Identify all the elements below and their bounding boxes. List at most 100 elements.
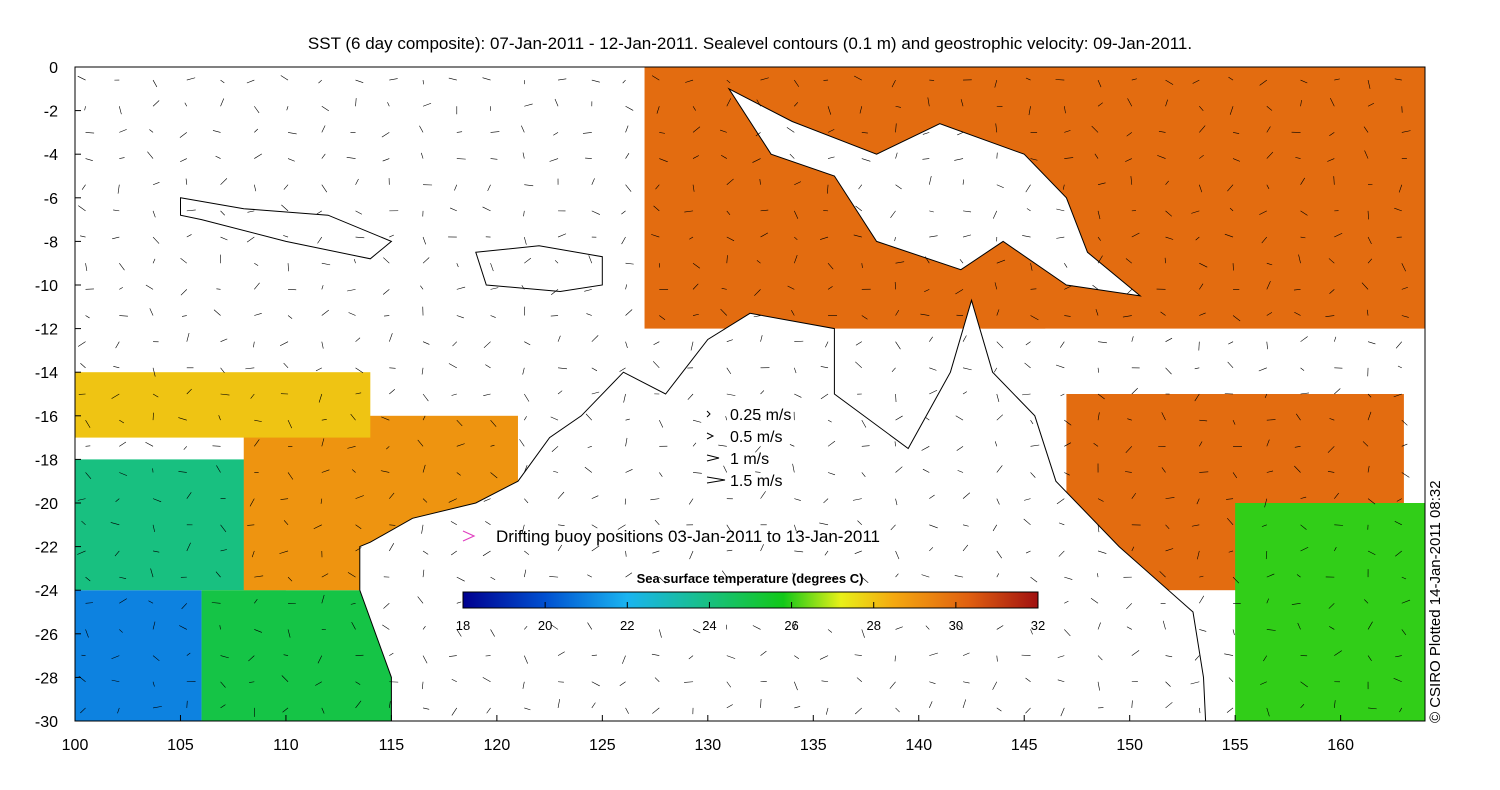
velocity-arrow (895, 309, 900, 316)
velocity-arrow (1199, 629, 1207, 632)
velocity-arrow (80, 707, 86, 714)
landmass (359, 298, 1207, 721)
velocity-arrow (726, 210, 731, 215)
velocity-arrow (119, 263, 125, 271)
velocity-arrow (894, 236, 896, 242)
velocity-arrow (218, 415, 221, 421)
velocity-arrow (485, 364, 491, 369)
velocity-arrow (1064, 600, 1069, 604)
velocity-arrow (1157, 155, 1166, 159)
velocity-arrow (186, 652, 191, 656)
velocity-arrow (1199, 283, 1204, 290)
velocity-arrow (355, 495, 364, 499)
velocity-arrow (389, 389, 396, 395)
velocity-arrows (77, 75, 1411, 717)
velocity-arrow (558, 524, 565, 526)
velocity-arrow (347, 572, 356, 578)
velocity-arrow (119, 598, 127, 604)
velocity-arrow (483, 393, 491, 397)
velocity-arrow (1266, 439, 1270, 447)
velocity-arrow (591, 681, 600, 687)
velocity-arrow (591, 79, 600, 83)
velocity-arrow (1294, 311, 1301, 316)
velocity-arrow (895, 123, 897, 133)
velocity-legend-arrow (706, 476, 726, 484)
velocity-arrow (152, 79, 158, 88)
velocity-arrow (1232, 629, 1235, 636)
velocity-arrow (1095, 309, 1099, 316)
velocity-arrow (1266, 126, 1271, 133)
velocity-arrow (954, 575, 964, 578)
velocity-arrow (752, 158, 761, 163)
velocity-arrow (1266, 707, 1270, 717)
velocity-arrow (655, 184, 660, 190)
velocity-arrow (321, 153, 326, 159)
velocity-arrow (452, 341, 458, 347)
velocity-arrow (490, 131, 500, 133)
velocity-arrow (794, 524, 797, 532)
velocity-arrow (321, 594, 325, 604)
velocity-arrow (1131, 78, 1137, 81)
velocity-arrow (114, 550, 120, 557)
velocity-arrow (995, 123, 998, 133)
y-tick-label: -30 (35, 714, 58, 731)
velocity-arrow (1097, 498, 1104, 502)
colorbar-tick-label: 18 (456, 618, 470, 633)
velocity-arrow (152, 236, 160, 244)
velocity-arrow (179, 132, 187, 138)
velocity-arrow (922, 132, 930, 135)
velocity-arrow (524, 103, 533, 107)
x-tick-label: 150 (1116, 737, 1143, 754)
velocity-arrow (1125, 446, 1133, 454)
velocity-arrow (212, 445, 221, 447)
velocity-arrow (1097, 79, 1102, 88)
velocity-arrow (456, 576, 465, 582)
velocity-arrow (1165, 524, 1170, 529)
velocity-arrow (956, 446, 964, 451)
velocity-arrow (1401, 599, 1411, 604)
velocity-arrow (1026, 208, 1031, 212)
velocity-arrow (1266, 184, 1270, 189)
velocity-arrow (963, 210, 972, 213)
velocity-arrow (85, 576, 91, 582)
velocity-arrow (1097, 210, 1101, 220)
velocity-arrow (1228, 76, 1234, 81)
velocity-arrow (622, 79, 626, 84)
velocity-arrow (321, 573, 329, 578)
velocity-arrow (1300, 496, 1307, 499)
velocity-arrow (861, 158, 871, 162)
x-tick-label: 110 (273, 737, 299, 754)
velocity-arrow (652, 361, 660, 369)
velocity-arrow (220, 210, 225, 216)
velocity-arrow (351, 469, 356, 473)
velocity-arrow (179, 625, 187, 630)
x-tick-label: 100 (62, 737, 89, 754)
velocity-arrow (1057, 655, 1065, 658)
colorbar-tick-label: 32 (1031, 618, 1045, 633)
buoy-legend-label: Drifting buoy positions 03-Jan-2011 to 1… (496, 527, 880, 546)
velocity-arrow (1300, 524, 1307, 530)
velocity-arrow (819, 655, 829, 660)
velocity-arrow (419, 125, 424, 133)
velocity-arrow (524, 257, 532, 264)
velocity-arrow (321, 285, 324, 290)
y-tick-label: -12 (35, 322, 58, 339)
velocity-arrow (789, 444, 795, 447)
velocity-arrow (449, 655, 457, 657)
velocity-arrow (1266, 573, 1275, 578)
velocity-arrow (1266, 419, 1276, 421)
velocity-arrow (490, 444, 495, 447)
map-title: SST (6 day composite): 07-Jan-2011 - 12-… (307, 34, 1193, 53)
velocity-arrow (1161, 467, 1166, 473)
velocity-arrow (152, 182, 160, 186)
velocity-arrow (347, 446, 356, 449)
velocity-arrow (1098, 341, 1107, 344)
velocity-arrow (1401, 443, 1408, 447)
velocity-arrow (183, 446, 188, 450)
velocity-arrow (1126, 626, 1132, 630)
velocity-arrow (820, 366, 829, 369)
velocity-arrow (1064, 315, 1071, 317)
velocity-arrow (591, 210, 600, 215)
velocity-arrow (861, 263, 863, 268)
velocity-arrow (119, 472, 128, 476)
